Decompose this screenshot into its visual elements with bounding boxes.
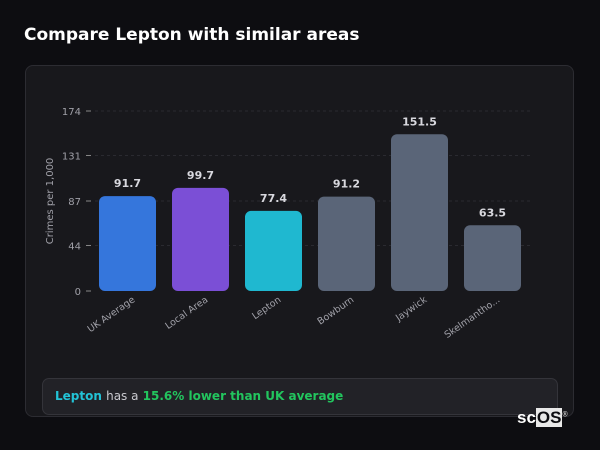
bar-uk-average — [99, 196, 156, 291]
page-title: Compare Lepton with similar areas — [24, 25, 360, 45]
data-label: 77.4 — [260, 192, 287, 205]
bar-jaywick — [391, 134, 448, 291]
data-label: 99.7 — [187, 169, 214, 182]
x-tick-label: Local Area — [163, 294, 210, 331]
data-label: 91.2 — [333, 178, 360, 191]
summary-text: has a — [106, 389, 139, 403]
y-tick-label: 44 — [68, 241, 81, 252]
data-label: 63.5 — [479, 206, 506, 219]
bar-local-area — [172, 187, 229, 291]
comparison-summary: Lepton has a 15.6% lower than UK average — [42, 378, 558, 415]
y-axis-label: Crimes per 1,000 — [45, 158, 56, 245]
scos-logo: scOS® — [517, 408, 568, 427]
y-tick-label: 87 — [68, 197, 81, 208]
x-tick-label: Lepton — [250, 294, 283, 322]
bar-lepton — [245, 210, 302, 291]
area-name: Lepton — [55, 389, 102, 403]
x-tick-label: Bowburn — [316, 294, 357, 327]
x-tick-label: Jaywick — [393, 294, 430, 324]
bar-skelmantho- — [464, 225, 521, 291]
comparison-highlight: 15.6% lower than UK average — [142, 389, 344, 403]
y-tick-label: 0 — [75, 287, 81, 298]
x-tick-label: Skelmantho... — [442, 294, 502, 340]
x-tick-label: UK Average — [86, 294, 138, 335]
y-tick-label: 131 — [62, 151, 81, 162]
data-label: 91.7 — [114, 177, 141, 190]
y-tick-label: 174 — [62, 107, 81, 118]
data-label: 151.5 — [402, 115, 437, 128]
bar-bowburn — [318, 196, 375, 291]
